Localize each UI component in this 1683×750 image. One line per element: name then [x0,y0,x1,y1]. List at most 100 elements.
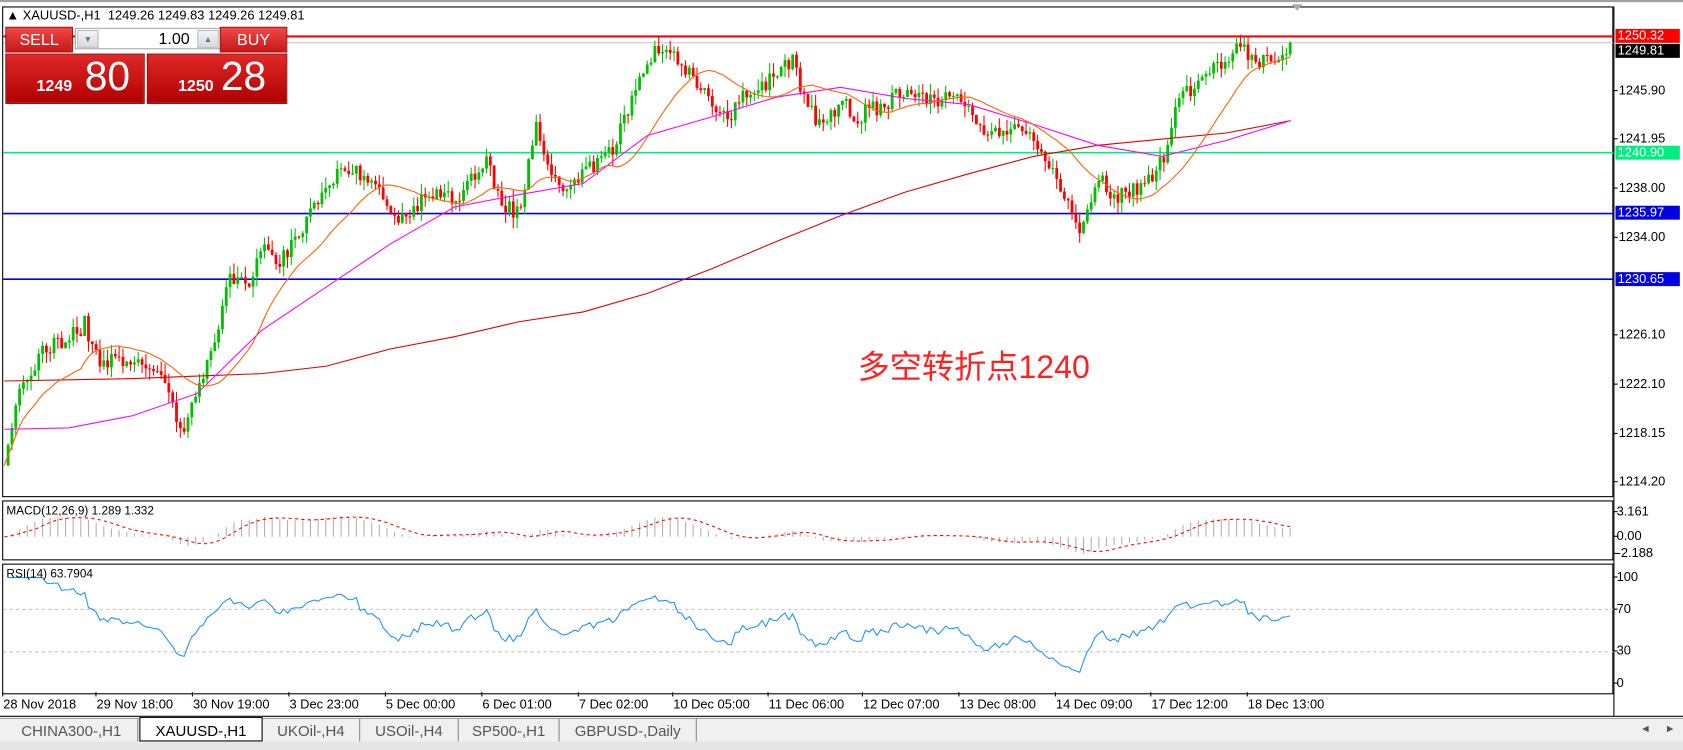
candle-body [929,94,932,105]
price-label-1250.32: 1250.32 [1615,28,1680,43]
candle [1005,119,1009,141]
date-tick [384,692,386,697]
candle [110,344,113,378]
candle [1135,179,1139,204]
candle-body [527,159,530,190]
candle-body [182,428,186,432]
candle [994,125,997,133]
chart-annotation-text[interactable]: 多空转折点1240 [857,350,1090,386]
candle [1185,75,1189,93]
tab-sp500[interactable]: SP500-,H1 [459,718,560,743]
candle-body [825,121,829,123]
candle-body [1085,209,1089,222]
candle [645,60,649,75]
candle [818,108,821,128]
candle [642,73,645,78]
lot-increase-icon[interactable]: ▲ [197,30,219,49]
axis-tick [1613,89,1618,91]
candle [917,84,921,107]
candle-body [1212,63,1216,74]
candle [783,54,787,78]
lot-decrease-icon[interactable]: ▼ [77,30,99,49]
candle-body [408,216,412,218]
tab-xauusd[interactable]: XAUUSD-,H1 [139,716,263,742]
candle [932,90,936,108]
candle [508,196,511,217]
candle-body [443,192,446,198]
candle-body [22,382,25,389]
sell-price-minor: 80 [84,54,131,100]
rsi-tick-label: 70 [1616,600,1631,616]
candle [293,228,297,249]
candle [87,312,90,352]
candle [125,360,129,368]
candle-body [18,388,21,406]
candle [676,46,680,66]
rsi-line [8,577,1291,673]
axis-tick [1613,535,1618,537]
tab-china300[interactable]: CHINA300-,H1 [5,718,139,743]
candle-body [163,374,167,384]
lot-size-value[interactable]: 1.00 [158,30,190,49]
candle [278,254,282,274]
candle [730,111,733,129]
candle [113,349,117,360]
axis-tick [1613,608,1618,610]
candle [316,200,320,211]
candle [1089,194,1093,216]
tabs-scroll-left-icon[interactable]: ◄ [1640,723,1651,736]
candle-body [435,189,439,200]
candle [1105,170,1108,196]
candle-body [1001,130,1005,136]
sell-price-button[interactable]: 1249 80 [5,53,145,104]
candle [1284,47,1288,66]
candle [756,79,760,100]
candle [710,88,714,116]
candle-body [775,76,779,78]
candle-body [286,250,289,258]
candle [488,152,492,177]
candle [94,340,98,355]
candle-body [152,369,155,372]
price-chart-panel[interactable] [2,6,1615,498]
candle-body [481,168,485,173]
sell-button[interactable]: SELL [5,26,73,53]
candle [722,107,726,123]
tab-gbpusd[interactable]: GBPUSD-,Daily [560,718,697,743]
macd-panel[interactable] [2,500,1614,561]
candle-body [41,345,44,354]
candle-body [1013,124,1017,130]
buy-price-button[interactable]: 1250 28 [146,53,288,104]
candle [1261,54,1265,74]
candle-body [710,96,714,107]
candle [1097,174,1101,192]
lot-size-field[interactable]: ▼ 1.00 ▲ [75,27,221,50]
candle-body [791,54,795,70]
candle [691,62,695,79]
candle [1200,74,1204,81]
chart-shift-marker-icon[interactable] [1291,4,1303,11]
candle [274,252,278,270]
candle-body [328,185,331,188]
candle-body [883,103,886,108]
tabs-scroll-right-icon[interactable]: ► [1664,723,1676,736]
candle-body [301,233,305,237]
tab-usoil[interactable]: USOil-,H4 [360,718,459,743]
candle [500,181,504,207]
buy-button[interactable]: BUY [219,26,288,53]
candle-body [1173,107,1177,128]
candle-body [205,360,209,379]
candle-body [1235,43,1238,54]
candle [592,155,596,174]
macd-signal-line [4,516,1291,553]
collapse-triangle-icon[interactable]: ▲ [6,7,20,23]
candle [152,364,155,376]
tab-ukoil[interactable]: UKOil-,H4 [263,718,361,743]
candle-body [232,273,236,284]
candle [848,98,852,119]
candle [454,200,458,210]
candle-body [48,352,52,354]
rsi-panel[interactable] [2,563,1615,695]
candle [1204,70,1208,85]
candle [481,167,485,177]
